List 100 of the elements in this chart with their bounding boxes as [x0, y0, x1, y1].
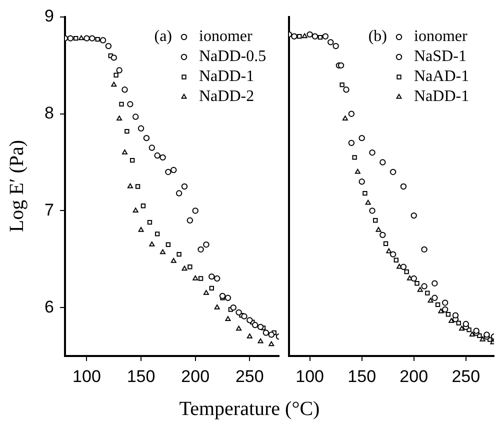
- point: [74, 36, 78, 41]
- point: [390, 168, 396, 176]
- y-tick-label: 6: [44, 297, 54, 316]
- point: [322, 33, 329, 40]
- point: [252, 322, 258, 328]
- point: [170, 258, 176, 263]
- point: [160, 249, 166, 254]
- point: [89, 35, 96, 42]
- point: [100, 37, 106, 44]
- point: [67, 35, 74, 42]
- point: [452, 312, 459, 318]
- point: [116, 67, 122, 74]
- point: [110, 54, 117, 61]
- x-tick-label: 150: [126, 366, 156, 386]
- point: [246, 317, 253, 324]
- point: [95, 36, 100, 42]
- point: [462, 320, 470, 328]
- point: [400, 183, 407, 190]
- point: [132, 208, 138, 213]
- point: [380, 159, 386, 166]
- point: [348, 140, 355, 146]
- legend-label: ionomer: [199, 28, 253, 46]
- point: [262, 330, 270, 336]
- x-tick-label: 250: [452, 366, 480, 386]
- point: [369, 150, 376, 156]
- point: [154, 232, 160, 236]
- point: [352, 155, 357, 160]
- point: [230, 304, 236, 311]
- point: [214, 275, 220, 282]
- x-tick-label: 200: [181, 366, 210, 386]
- point: [458, 326, 464, 331]
- point: [192, 208, 198, 214]
- point: [373, 218, 378, 223]
- point: [143, 134, 150, 142]
- point: [209, 286, 214, 291]
- point: [386, 248, 392, 254]
- point: [165, 168, 172, 176]
- point: [410, 212, 417, 219]
- point: [394, 258, 399, 262]
- point: [414, 281, 420, 286]
- point: [446, 312, 451, 317]
- point: [225, 316, 231, 321]
- point: [328, 39, 334, 46]
- point: [114, 72, 118, 78]
- point: [332, 42, 339, 50]
- point: [380, 232, 386, 238]
- point: [306, 31, 313, 38]
- x-tick-label: 100: [72, 366, 101, 386]
- point: [421, 246, 428, 253]
- x-tick-label: 250: [235, 366, 264, 386]
- legend-label: NaDD-1: [199, 68, 254, 86]
- point: [186, 217, 194, 224]
- point: [122, 150, 128, 154]
- point: [198, 246, 204, 253]
- x-tick-label: 150: [348, 366, 376, 386]
- y-axis-title: Log E′ (Pa): [6, 140, 28, 232]
- point: [127, 101, 134, 108]
- point: [182, 266, 188, 271]
- point: [241, 313, 248, 320]
- point: [365, 200, 371, 205]
- point: [268, 332, 274, 338]
- point: [400, 264, 407, 270]
- point: [147, 220, 152, 225]
- point: [421, 283, 428, 290]
- y-tick-label: 7: [44, 200, 54, 220]
- point: [362, 190, 368, 196]
- point: [246, 334, 252, 338]
- point: [124, 128, 130, 134]
- x-tick-label: 200: [400, 366, 428, 386]
- point: [219, 292, 226, 300]
- point: [111, 82, 117, 87]
- point: [390, 251, 396, 258]
- point: [343, 86, 350, 93]
- y-tick-label: 9: [44, 6, 54, 26]
- x-axis-title: Temperature (°C): [178, 398, 321, 421]
- point: [354, 168, 360, 174]
- point: [138, 125, 144, 132]
- point: [122, 86, 128, 93]
- point: [135, 184, 140, 189]
- point: [154, 152, 160, 159]
- point: [198, 276, 204, 281]
- point: [358, 178, 365, 185]
- point: [469, 332, 475, 336]
- point: [312, 33, 318, 40]
- annotation: (a): [154, 28, 172, 46]
- point: [132, 114, 139, 120]
- point: [438, 308, 444, 314]
- point: [410, 275, 417, 282]
- point: [181, 183, 188, 190]
- point: [340, 82, 344, 88]
- point: [116, 116, 122, 120]
- legend-label: NaSD-1: [414, 48, 466, 66]
- point: [166, 242, 171, 247]
- point: [149, 242, 155, 246]
- point: [203, 242, 210, 248]
- point: [383, 241, 388, 246]
- point: [78, 35, 84, 40]
- point: [176, 252, 182, 257]
- point: [442, 306, 448, 313]
- legend-label: NaAD-1: [414, 68, 470, 86]
